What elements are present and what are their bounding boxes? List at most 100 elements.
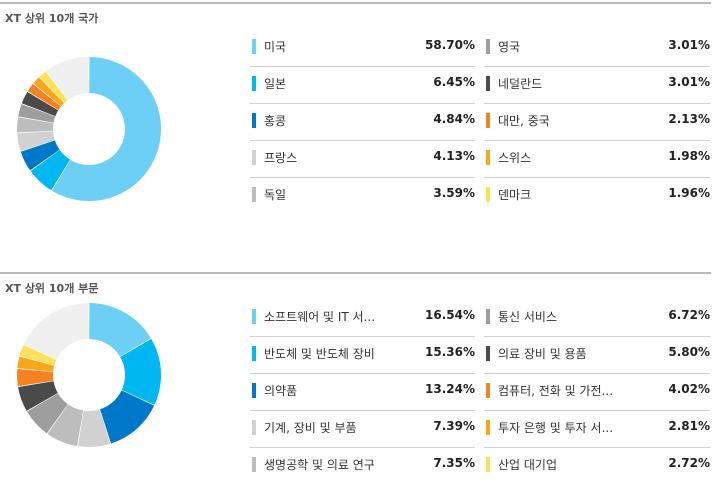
- legend-item: 미국 58.70%: [250, 30, 475, 67]
- legend-value: 6.72%: [668, 308, 710, 322]
- legend-item: 독일 3.59%: [250, 178, 475, 215]
- legend-swatch: [252, 383, 256, 398]
- legend-value: 4.02%: [668, 382, 710, 396]
- legend-swatch: [486, 187, 490, 202]
- legend-value: 3.59%: [433, 186, 475, 200]
- legend-label: 의약품: [264, 384, 298, 398]
- legend-value: 3.01%: [668, 38, 710, 52]
- legend-value: 2.81%: [668, 419, 710, 433]
- legend-item: 통신 서비스 6.72%: [484, 300, 710, 337]
- legend-item: 의약품 13.24%: [250, 374, 475, 411]
- donut-slice-10: [19, 344, 57, 366]
- donut-slice-9: [17, 356, 55, 372]
- legend-swatch: [486, 346, 490, 361]
- legend-swatch: [252, 39, 256, 54]
- legend-swatch: [252, 113, 256, 128]
- legend-label: 생명공학 및 의료 연구: [264, 458, 375, 472]
- legend-item: 기계, 장비 및 부품 7.39%: [250, 411, 475, 448]
- legend-value: 4.84%: [433, 112, 475, 126]
- legend-label: 네덜란드: [498, 77, 543, 91]
- legend-label: 덴마크: [498, 188, 532, 202]
- legend-swatch: [486, 420, 490, 435]
- legend-item: 홍콩 4.84%: [250, 104, 475, 141]
- legend-value: 16.54%: [425, 308, 475, 322]
- donut-slice-10: [39, 71, 68, 103]
- donut-slice-4: [17, 131, 55, 151]
- countries-donut-chart: [17, 57, 161, 202]
- legend-label: 투자 은행 및 투자 서...: [498, 421, 614, 435]
- legend-label: 기계, 장비 및 부품: [264, 421, 357, 435]
- legend-item: 프랑스 4.13%: [250, 141, 475, 178]
- legend-value: 6.45%: [433, 75, 475, 89]
- legend-label: 영국: [498, 40, 521, 54]
- donut-slice-6: [18, 104, 56, 123]
- top-sectors-section: XT 상위 10개 부문 소프트웨어 및 IT 서... 16.54% 반도체 및 …: [0, 272, 717, 491]
- legend-swatch: [252, 346, 256, 361]
- legend-label: 프랑스: [264, 151, 298, 165]
- legend-item: 투자 은행 및 투자 서... 2.81%: [484, 411, 710, 448]
- legend-value: 58.70%: [425, 38, 475, 52]
- legend-value: 2.13%: [668, 112, 710, 126]
- legend-value: 1.96%: [668, 186, 710, 200]
- legend-item: 스위스 1.98%: [484, 141, 710, 178]
- legend-label: 대만, 중국: [498, 114, 550, 128]
- legend-swatch: [252, 76, 256, 91]
- legend-swatch: [486, 39, 490, 54]
- donut-slice-8: [17, 369, 54, 387]
- legend-value: 7.35%: [433, 456, 475, 470]
- donut-slice-1: [89, 303, 151, 357]
- legend-swatch: [252, 309, 256, 324]
- legend-swatch: [486, 113, 490, 128]
- legend-swatch: [486, 383, 490, 398]
- donut-slice-3: [100, 390, 155, 444]
- legend-value: 5.80%: [668, 345, 710, 359]
- donut-slice-6: [27, 393, 68, 434]
- donut-slice-2: [120, 338, 162, 405]
- legend-swatch: [486, 457, 490, 472]
- legend-item: 반도체 및 반도체 장비 15.36%: [250, 337, 475, 374]
- legend-label: 미국: [264, 40, 287, 54]
- legend-value: 1.98%: [668, 149, 710, 163]
- legend-value: 13.24%: [425, 382, 475, 396]
- donut-slice-5: [47, 404, 84, 447]
- legend-item: 덴마크 1.96%: [484, 178, 710, 215]
- legend-label: 스위스: [498, 151, 532, 165]
- legend-label: 산업 대기업: [498, 458, 558, 472]
- donut-slice-4: [78, 409, 111, 447]
- legend-item: 컴퓨터, 전화 및 가전... 4.02%: [484, 374, 710, 411]
- donut-slice-7: [18, 381, 58, 411]
- legend-swatch: [252, 150, 256, 165]
- legend-item: 산업 대기업 2.72%: [484, 448, 710, 485]
- legend-label: 의료 장비 및 용품: [498, 347, 587, 361]
- legend-swatch: [252, 457, 256, 472]
- legend-item: 네덜란드 3.01%: [484, 67, 710, 104]
- legend-label: 홍콩: [264, 114, 287, 128]
- legend-label: 통신 서비스: [498, 310, 558, 324]
- legend-swatch: [486, 76, 490, 91]
- donut-slice-3: [20, 140, 60, 171]
- legend-swatch: [252, 420, 256, 435]
- chart-title: XT 상위 10개 국가: [5, 12, 99, 25]
- section-divider: [0, 272, 711, 274]
- legend-value: 7.39%: [433, 419, 475, 433]
- sectors-donut-chart: [17, 303, 162, 447]
- legend-value: 2.72%: [668, 456, 710, 470]
- legend-label: 컴퓨터, 전화 및 가전...: [498, 384, 614, 398]
- legend-item: 생명공학 및 의료 연구 7.35%: [250, 448, 475, 485]
- legend-swatch: [252, 187, 256, 202]
- donut-slice-other: [23, 303, 89, 360]
- legend-item: 의료 장비 및 용품 5.80%: [484, 337, 710, 374]
- donut-slice-2: [30, 150, 71, 191]
- donut-slice-5: [17, 117, 54, 133]
- legend-item: 대만, 중국 2.13%: [484, 104, 710, 141]
- legend-value: 3.01%: [668, 75, 710, 89]
- legend-label: 일본: [264, 77, 287, 91]
- top-countries-section: XT 상위 10개 국가 미국 58.70% 일본 6.45% 홍콩 4.84% 프랑스 4.…: [0, 2, 717, 266]
- donut-slice-7: [21, 91, 59, 117]
- legend-label: 반도체 및 반도체 장비: [264, 347, 375, 361]
- legend-swatch: [486, 309, 490, 324]
- legend-label: 독일: [264, 188, 287, 202]
- legend-label: 소프트웨어 및 IT 서...: [264, 310, 376, 324]
- legend-swatch: [486, 150, 490, 165]
- chart-title: XT 상위 10개 부문: [5, 282, 99, 295]
